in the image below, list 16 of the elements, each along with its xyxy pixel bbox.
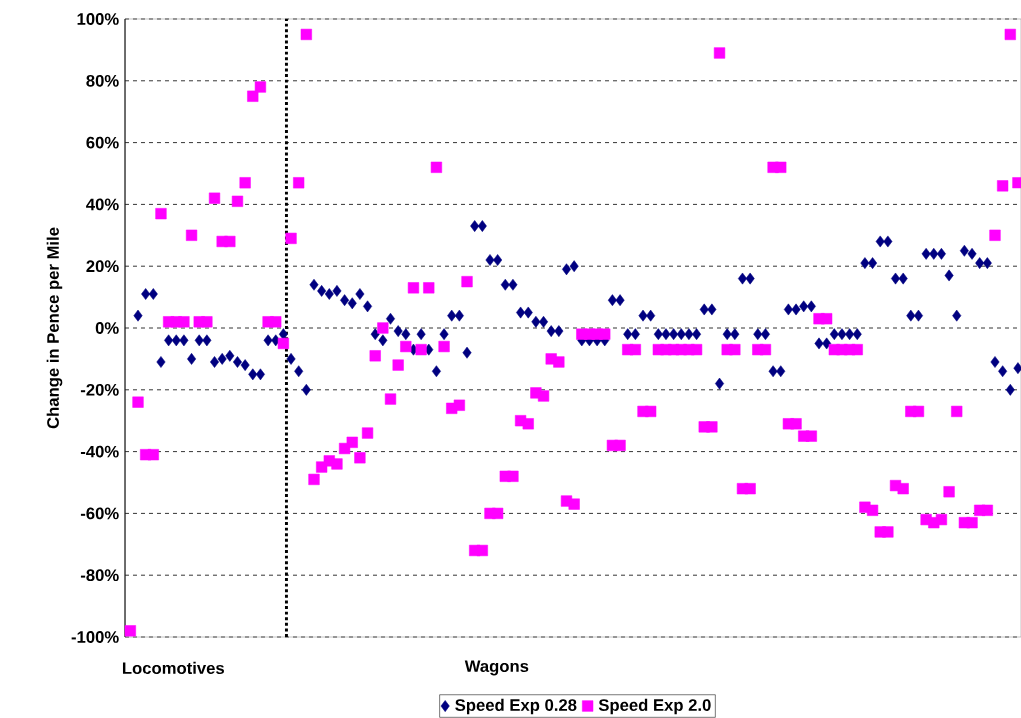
y-tick-label: -40% <box>80 445 119 458</box>
y-tick-label: -60% <box>80 507 119 520</box>
y-tick-label: 0% <box>95 322 119 334</box>
text: Wagons <box>464 660 529 676</box>
y-axis-title: Change in Pence per Mile <box>46 227 63 429</box>
y-tick-label: -20% <box>80 383 119 396</box>
legend-label: Speed Exp 2.0 <box>598 698 711 715</box>
y-tick-label: 100% <box>77 13 119 25</box>
y-tick-label: -100% <box>71 631 119 643</box>
y-tick-label: 20% <box>86 260 119 273</box>
y-tick-label: -80% <box>80 569 119 582</box>
y-tick-label: 60% <box>86 136 119 149</box>
y-tick-label: 80% <box>86 74 119 87</box>
text: Locomotives <box>122 661 224 675</box>
y-tick-label: 40% <box>86 198 119 211</box>
legend-label: Speed Exp 0.28 <box>455 698 577 715</box>
